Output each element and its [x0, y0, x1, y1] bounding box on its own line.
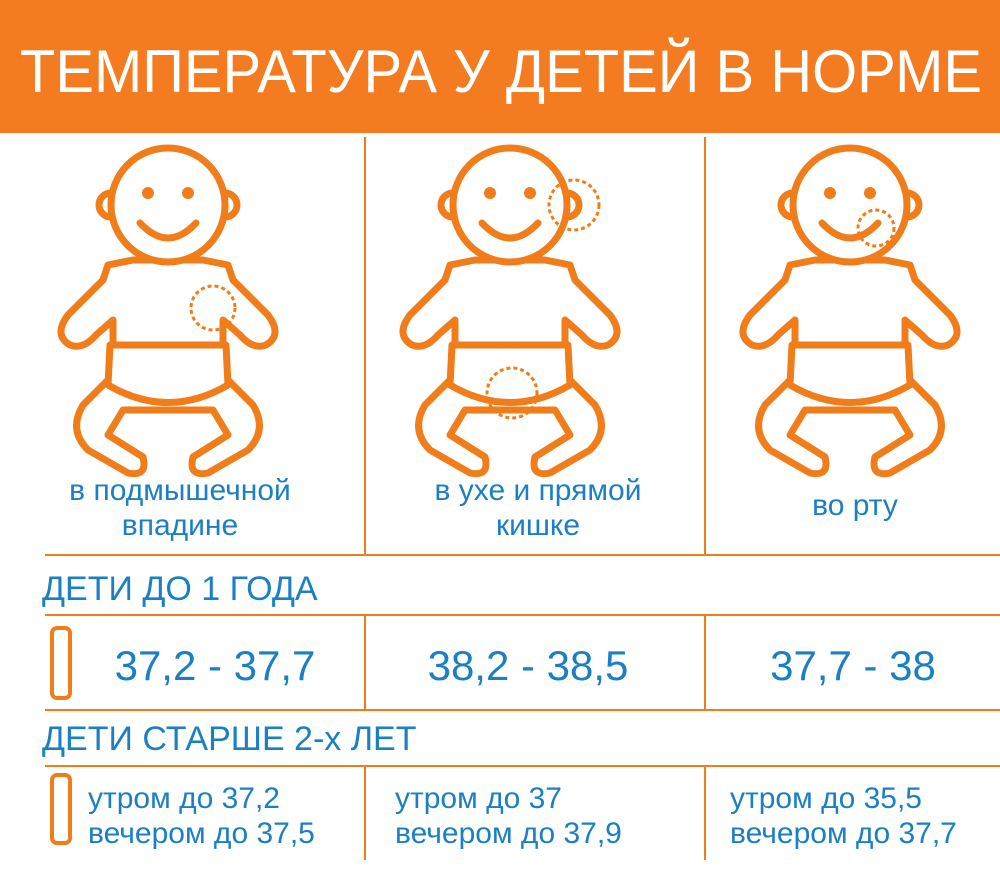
temp-value: утром до 37	[395, 782, 562, 815]
baby-icon	[61, 148, 275, 474]
temp-value: вечером до 37,9	[395, 817, 622, 850]
measure-spot	[189, 284, 237, 332]
column-label: впадине	[122, 509, 238, 542]
column-label: кишке	[496, 509, 580, 542]
measure-spot	[856, 208, 896, 248]
section-title: ДЕТИ СТАРШЕ 2-х ЛЕТ	[42, 720, 417, 758]
temp-value: 37,7 - 38	[770, 642, 936, 689]
section-title: ДЕТИ ДО 1 ГОДА	[42, 570, 318, 608]
temp-value: 38,2 - 38,5	[428, 642, 629, 689]
measure-spot	[547, 178, 601, 232]
thermometer-icon	[50, 626, 72, 700]
thermometer-icon	[50, 773, 72, 845]
temp-value: утром до 37,2	[88, 782, 280, 815]
measure-spot	[485, 366, 539, 420]
temp-value: 37,2 - 37,7	[115, 642, 316, 689]
header-band	[0, 0, 1000, 133]
column-label: в ухе и прямой	[435, 474, 642, 507]
temp-value: утром до 35,5	[730, 782, 922, 815]
baby-icon	[403, 148, 617, 474]
column-label: в подмышечной	[69, 474, 291, 507]
column-label: во рту	[812, 489, 898, 522]
title: ТЕМПЕРАТУРА У ДЕТЕЙ В НОРМЕ	[20, 38, 982, 105]
baby-icon	[743, 148, 957, 474]
temp-value: вечером до 37,7	[730, 817, 957, 850]
temp-value: вечером до 37,5	[88, 817, 315, 850]
